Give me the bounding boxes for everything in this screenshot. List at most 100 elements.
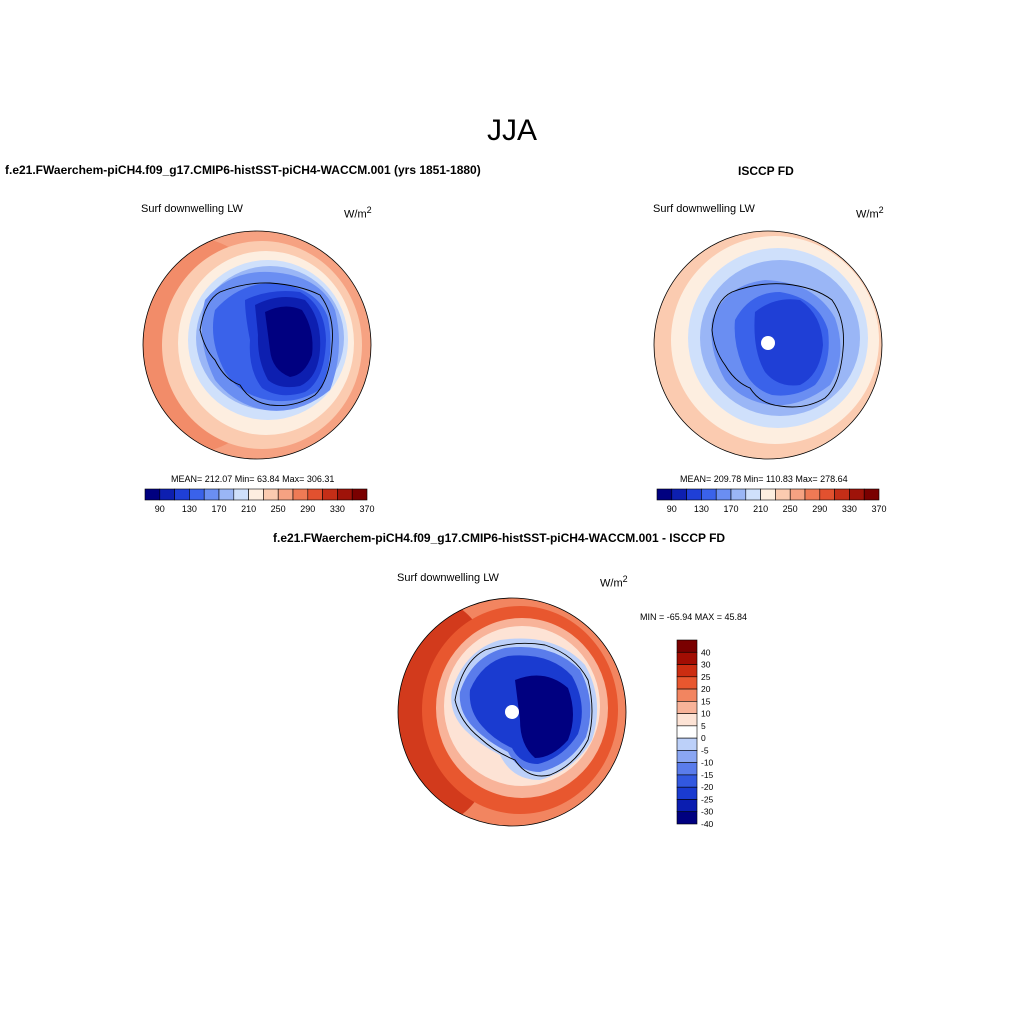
model-colorbar-swatch: [159, 488, 175, 501]
diff-colorbar-tick-label: 25: [701, 672, 711, 682]
diff-colorbar-swatch: [676, 664, 698, 678]
diff-colorbar-tick-label: 0: [701, 733, 706, 743]
diff-band-core: [515, 675, 573, 758]
obs-colorbar-swatch: [760, 488, 776, 501]
obs-polar-map: [654, 231, 882, 459]
model-colorbar: 90 130 170 210 250 290 330 370: [144, 488, 375, 514]
obs-colorbar-tick-label: 250: [783, 504, 798, 514]
model-colorbar-swatch: [322, 488, 338, 501]
obs-colorbar-swatch: [849, 488, 865, 501]
diff-colorbar-swatch: [676, 786, 698, 800]
diff-colorbar-swatch: [676, 737, 698, 751]
diff-antarctica-coast: [454, 642, 593, 777]
model-colorbar-swatch: [174, 488, 190, 501]
diff-colorbar-tick-label: 30: [701, 660, 711, 670]
diff-colorbar-tick-label: -20: [701, 782, 714, 792]
obs-colorbar-tick-label: 330: [842, 504, 857, 514]
obs-colorbar-tick-label: 290: [812, 504, 827, 514]
model-colorbar-tick-label: 370: [359, 504, 374, 514]
obs-colorbar-swatch: [804, 488, 821, 501]
model-variable-label: Surf downwelling LW: [141, 203, 243, 215]
obs-colorbar-tick-label: 370: [871, 504, 886, 514]
model-band-core: [265, 306, 313, 377]
diff-colorbar-swatch: [676, 811, 698, 825]
obs-units-label: W/m2: [856, 205, 884, 221]
model-colorbar-tick-label: 170: [211, 504, 226, 514]
model-colorbar-swatch: [292, 488, 309, 501]
diff-colorbar-swatch: [676, 639, 698, 653]
obs-panel-header: ISCCP FD: [738, 164, 794, 178]
model-colorbar-swatch: [337, 488, 353, 501]
diff-units-label: W/m2: [600, 574, 628, 590]
diff-colorbar-tick-label: -15: [701, 770, 714, 780]
obs-colorbar-swatch: [656, 488, 673, 501]
obs-colorbar-swatch: [819, 488, 835, 501]
model-colorbar-swatch: [144, 488, 161, 501]
diff-colorbar-swatch: [676, 713, 698, 727]
model-colorbar-swatch: [248, 488, 264, 501]
diff-polar-map: [398, 598, 626, 826]
obs-colorbar-tick-label: 170: [723, 504, 738, 514]
diff-variable-label: Surf downwelling LW: [397, 572, 499, 584]
diff-colorbar-swatch: [676, 750, 698, 763]
obs-colorbar-swatch: [863, 488, 880, 501]
model-colorbar-tick-label: 330: [330, 504, 345, 514]
diff-colorbar-swatch: [676, 676, 698, 690]
obs-antarctica-coast: [711, 283, 844, 408]
model-panel-header: f.e21.FWaerchem-piCH4.f09_g17.CMIP6-hist…: [5, 163, 481, 177]
model-colorbar-tick-label: 130: [182, 504, 197, 514]
diff-colorbar-tick-label: 20: [701, 684, 711, 694]
obs-pole-hole: [761, 336, 775, 350]
diff-colorbar-tick-label: -30: [701, 807, 714, 817]
diff-colorbar-tick-label: 5: [701, 721, 706, 731]
diff-colorbar-swatch: [676, 725, 698, 739]
model-antarctica-coast: [199, 282, 333, 406]
obs-colorbar-tick-label: 90: [667, 504, 677, 514]
diff-colorbar-tick-label: -25: [701, 794, 714, 804]
diff-colorbar-tick-label: -40: [701, 819, 714, 829]
model-colorbar-swatch: [203, 488, 220, 501]
obs-colorbar-swatch: [789, 488, 806, 501]
model-colorbar-tick-label: 250: [271, 504, 286, 514]
diff-panel-header: f.e21.FWaerchem-piCH4.f09_g17.CMIP6-hist…: [273, 531, 726, 545]
obs-variable-label: Surf downwelling LW: [653, 203, 755, 215]
model-units-label: W/m2: [344, 205, 372, 221]
model-colorbar-swatch: [277, 488, 294, 501]
obs-map-border: [653, 230, 883, 460]
diff-colorbar-tick-label: -10: [701, 758, 714, 768]
diff-colorbar-swatch: [676, 651, 698, 665]
diff-pole-hole: [505, 705, 519, 719]
figure-title: JJA: [486, 114, 537, 147]
model-colorbar-swatch: [218, 488, 235, 501]
model-stats: MEAN= 212.07 Min= 63.84 Max= 306.31: [171, 474, 335, 484]
obs-colorbar-tick-label: 130: [694, 504, 709, 514]
obs-band-deepblue: [754, 299, 823, 386]
model-colorbar-tick-label: 210: [241, 504, 256, 514]
diff-colorbar-tick-label: 15: [701, 696, 711, 706]
diff-colorbar-swatch: [676, 701, 698, 714]
model-colorbar-swatch: [189, 488, 205, 501]
diff-colorbar-tick-label: -5: [701, 745, 709, 755]
diff-colorbar-tick-label: 10: [701, 709, 711, 719]
obs-colorbar: 90 130 170 210 250 290 330 370: [656, 488, 887, 514]
model-map-border: [142, 230, 372, 460]
diff-colorbar-swatch: [676, 774, 698, 788]
diff-colorbar-swatch: [676, 762, 698, 776]
model-colorbar-swatch: [307, 488, 323, 501]
obs-colorbar-tick-label: 210: [753, 504, 768, 514]
obs-colorbar-swatch: [671, 488, 687, 501]
obs-colorbar-swatch: [834, 488, 850, 501]
model-colorbar-tick-label: 290: [300, 504, 315, 514]
diff-map-border: [397, 597, 627, 827]
diff-colorbar: 40 30 25 20 15 10 5 0 -5 -10 -15 -20 -25 -30 -40: [676, 639, 714, 829]
diff-stats: MIN = -65.94 MAX = 45.84: [640, 612, 748, 622]
diff-colorbar-swatch: [676, 688, 698, 702]
model-colorbar-swatch: [351, 488, 368, 501]
model-colorbar-swatch: [233, 488, 249, 501]
model-colorbar-swatch: [263, 488, 279, 501]
obs-stats: MEAN= 209.78 Min= 110.83 Max= 278.64: [680, 474, 848, 484]
obs-colorbar-swatch: [730, 488, 747, 501]
obs-colorbar-swatch: [775, 488, 791, 501]
